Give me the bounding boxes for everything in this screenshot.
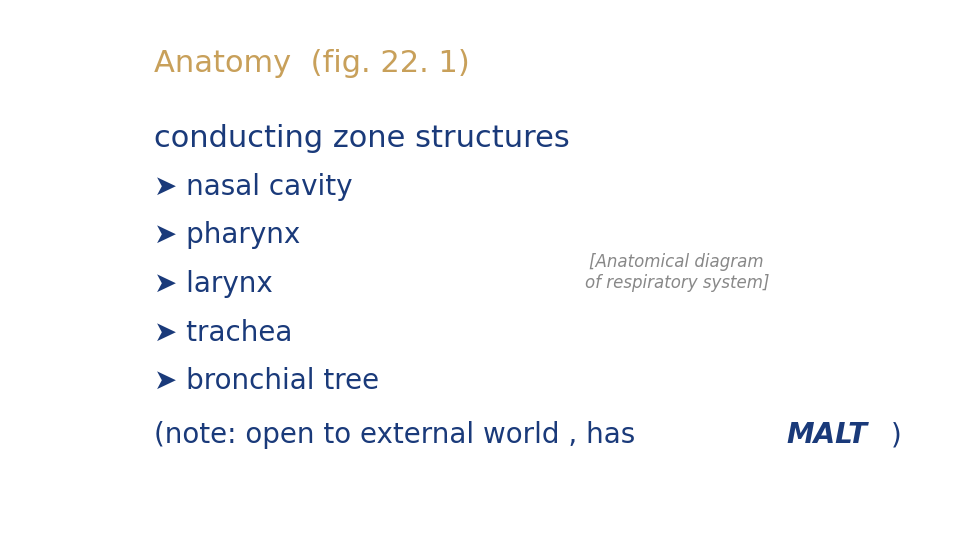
Text: ➤ larynx: ➤ larynx	[154, 270, 273, 298]
Text: ): )	[891, 421, 901, 449]
Text: MALT: MALT	[786, 421, 867, 449]
Text: conducting zone structures: conducting zone structures	[154, 124, 569, 153]
Text: [Anatomical diagram
of respiratory system]: [Anatomical diagram of respiratory syste…	[585, 253, 769, 292]
Text: ➤ pharynx: ➤ pharynx	[154, 221, 300, 249]
Text: Anatomy  (fig. 22. 1): Anatomy (fig. 22. 1)	[154, 49, 469, 78]
Text: ➤ bronchial tree: ➤ bronchial tree	[154, 367, 379, 395]
Text: (note: open to external world , has: (note: open to external world , has	[154, 421, 644, 449]
Text: ➤ nasal cavity: ➤ nasal cavity	[154, 173, 352, 201]
Text: ➤ trachea: ➤ trachea	[154, 319, 292, 347]
